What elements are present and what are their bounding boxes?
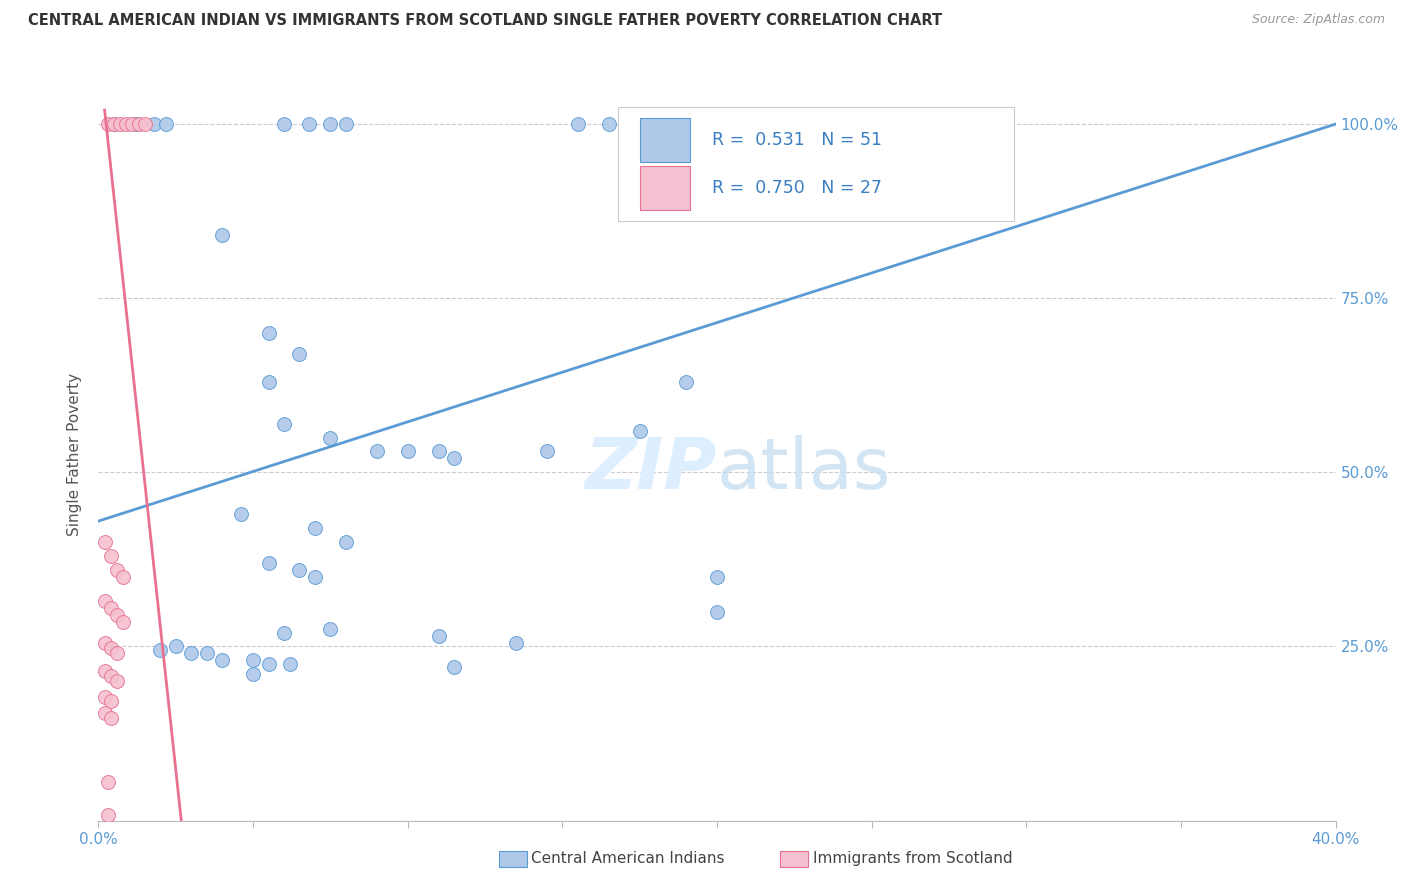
Point xyxy=(108,117,131,131)
Point xyxy=(319,117,342,131)
Point xyxy=(366,444,388,458)
Point xyxy=(93,594,115,608)
Point xyxy=(257,556,280,570)
Point xyxy=(128,117,150,131)
Point xyxy=(93,706,115,720)
Point xyxy=(319,622,342,636)
Point xyxy=(675,375,697,389)
Text: Central American Indians: Central American Indians xyxy=(531,852,725,866)
Point xyxy=(105,674,128,689)
Point xyxy=(938,117,960,131)
Bar xyxy=(640,166,690,210)
Text: Source: ZipAtlas.com: Source: ZipAtlas.com xyxy=(1251,13,1385,27)
Point xyxy=(427,444,450,458)
Point xyxy=(121,117,143,131)
Point xyxy=(155,117,177,131)
Point xyxy=(298,117,321,131)
Point xyxy=(93,690,115,704)
Point xyxy=(304,570,326,584)
Point xyxy=(278,657,301,671)
Text: R =  0.531   N = 51: R = 0.531 N = 51 xyxy=(711,131,882,149)
Point xyxy=(93,664,115,678)
Point xyxy=(100,710,122,724)
Point xyxy=(93,636,115,650)
Point xyxy=(443,451,465,466)
Point xyxy=(195,647,218,661)
Point xyxy=(257,657,280,671)
Point xyxy=(288,563,311,577)
Point xyxy=(257,375,280,389)
Point xyxy=(112,570,135,584)
Point xyxy=(273,625,295,640)
Point xyxy=(103,117,125,131)
Point xyxy=(165,640,187,654)
Point xyxy=(115,117,138,131)
Point xyxy=(396,444,419,458)
Point xyxy=(100,601,122,615)
Point xyxy=(273,117,295,131)
FancyBboxPatch shape xyxy=(619,108,1014,221)
Point xyxy=(97,117,120,131)
Point xyxy=(567,117,589,131)
Point xyxy=(242,653,264,667)
Point xyxy=(598,117,620,131)
Point xyxy=(335,117,357,131)
Point xyxy=(100,640,122,655)
Point xyxy=(242,667,264,681)
Point xyxy=(335,535,357,549)
Point xyxy=(304,521,326,535)
Y-axis label: Single Father Poverty: Single Father Poverty xyxy=(67,374,83,536)
Point xyxy=(103,117,125,131)
Point xyxy=(427,629,450,643)
Point xyxy=(100,549,122,563)
Point xyxy=(105,647,128,661)
Point xyxy=(273,417,295,431)
Text: ZIP: ZIP xyxy=(585,435,717,504)
Point xyxy=(907,117,929,131)
Point xyxy=(105,563,128,577)
Point xyxy=(97,808,120,822)
Point xyxy=(211,653,233,667)
Point xyxy=(112,615,135,629)
Point xyxy=(100,694,122,708)
Bar xyxy=(640,119,690,162)
Text: Immigrants from Scotland: Immigrants from Scotland xyxy=(813,852,1012,866)
Point xyxy=(180,647,202,661)
Text: CENTRAL AMERICAN INDIAN VS IMMIGRANTS FROM SCOTLAND SINGLE FATHER POVERTY CORREL: CENTRAL AMERICAN INDIAN VS IMMIGRANTS FR… xyxy=(28,13,942,29)
Point xyxy=(288,347,311,361)
Point xyxy=(536,444,558,458)
Point xyxy=(105,608,128,623)
Point xyxy=(319,430,342,444)
Point xyxy=(628,424,651,438)
Point xyxy=(229,507,252,521)
Point xyxy=(100,669,122,683)
Point xyxy=(97,775,120,789)
Point xyxy=(143,117,166,131)
Point xyxy=(257,326,280,340)
Point xyxy=(93,535,115,549)
Point xyxy=(211,228,233,243)
Point xyxy=(149,643,172,657)
Text: atlas: atlas xyxy=(717,435,891,504)
Point xyxy=(124,117,146,131)
Text: R =  0.750   N = 27: R = 0.750 N = 27 xyxy=(711,179,882,197)
Point xyxy=(134,117,156,131)
Point xyxy=(443,660,465,674)
Point xyxy=(706,570,728,584)
Point xyxy=(706,605,728,619)
Point xyxy=(505,636,527,650)
